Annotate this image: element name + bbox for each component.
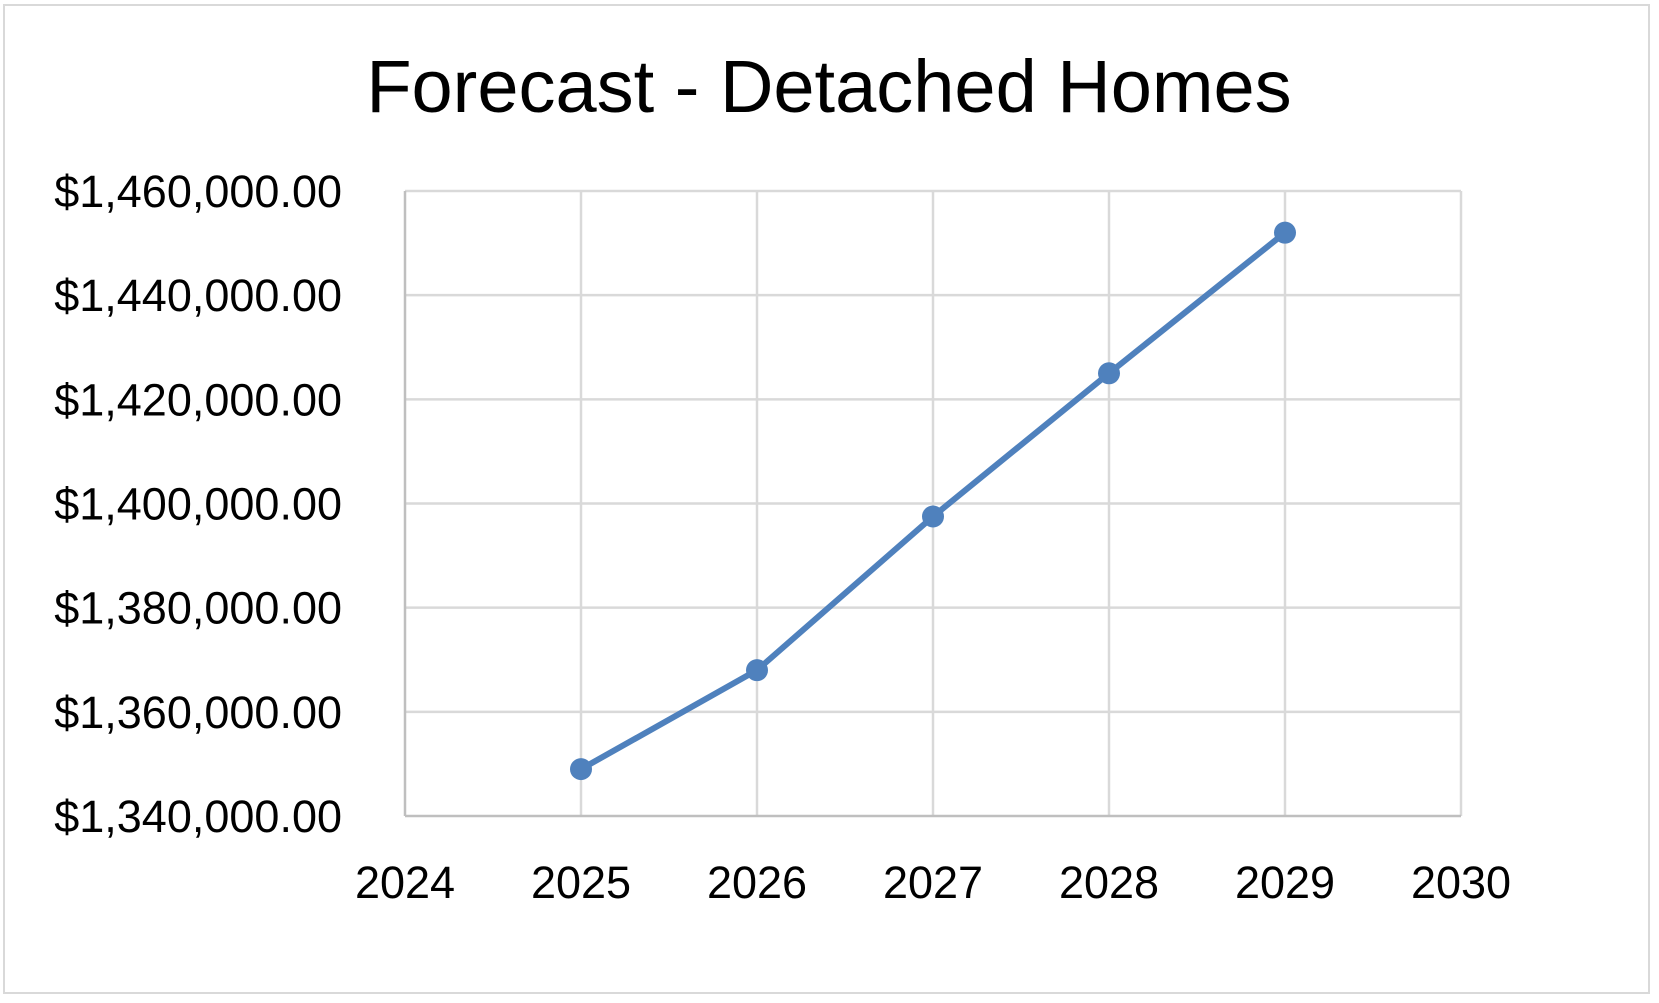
- y-tick-label: $1,380,000.00: [54, 583, 342, 634]
- y-tick-label: $1,420,000.00: [54, 374, 342, 425]
- chart-title: Forecast - Detached Homes: [366, 45, 1291, 128]
- y-tick-label: $1,400,000.00: [54, 479, 342, 530]
- data-point-2029: [1274, 221, 1296, 244]
- y-tick-label: $1,440,000.00: [54, 270, 342, 321]
- x-tick-label: 2028: [1059, 857, 1159, 908]
- x-axis-tick-labels: 2024 2025 2026 2027 2028 2029 2030: [355, 857, 1511, 908]
- x-tick-label: 2024: [355, 857, 455, 908]
- data-point-2028: [1098, 362, 1120, 385]
- data-point-2026: [746, 659, 768, 682]
- x-tick-label: 2030: [1411, 857, 1511, 908]
- data-point-2027: [922, 505, 944, 528]
- x-tick-label: 2027: [883, 857, 983, 908]
- y-tick-label: $1,460,000.00: [54, 166, 342, 217]
- y-tick-label: $1,360,000.00: [54, 687, 342, 738]
- y-tick-label: $1,340,000.00: [54, 791, 342, 842]
- x-tick-label: 2029: [1235, 857, 1335, 908]
- axes: [403, 191, 1461, 818]
- series: [570, 221, 1296, 781]
- y-axis-tick-labels: $1,340,000.00 $1,360,000.00 $1,380,000.00 $…: [54, 166, 342, 842]
- chart-frame: [3, 4, 1650, 994]
- x-tick-label: 2026: [707, 857, 807, 908]
- x-tick-label: 2025: [531, 857, 631, 908]
- data-point-2025: [570, 758, 592, 781]
- grid: [405, 189, 1463, 816]
